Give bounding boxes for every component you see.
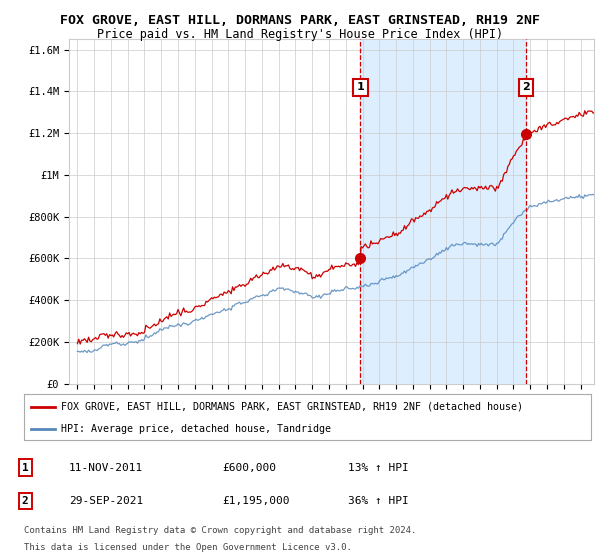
Text: 1: 1 — [356, 82, 364, 92]
Text: 1: 1 — [22, 463, 29, 473]
Text: Price paid vs. HM Land Registry's House Price Index (HPI): Price paid vs. HM Land Registry's House … — [97, 28, 503, 41]
Text: 36% ↑ HPI: 36% ↑ HPI — [348, 496, 409, 506]
Text: £1,195,000: £1,195,000 — [222, 496, 290, 506]
Text: FOX GROVE, EAST HILL, DORMANS PARK, EAST GRINSTEAD, RH19 2NF (detached house): FOX GROVE, EAST HILL, DORMANS PARK, EAST… — [61, 402, 523, 412]
Text: 29-SEP-2021: 29-SEP-2021 — [69, 496, 143, 506]
Bar — [361, 39, 526, 384]
Text: 2: 2 — [22, 496, 29, 506]
Text: Contains HM Land Registry data © Crown copyright and database right 2024.: Contains HM Land Registry data © Crown c… — [24, 526, 416, 535]
Text: 2: 2 — [522, 82, 530, 92]
Text: 13% ↑ HPI: 13% ↑ HPI — [348, 463, 409, 473]
Text: This data is licensed under the Open Government Licence v3.0.: This data is licensed under the Open Gov… — [24, 543, 352, 552]
Text: HPI: Average price, detached house, Tandridge: HPI: Average price, detached house, Tand… — [61, 424, 331, 435]
Text: FOX GROVE, EAST HILL, DORMANS PARK, EAST GRINSTEAD, RH19 2NF: FOX GROVE, EAST HILL, DORMANS PARK, EAST… — [60, 14, 540, 27]
Text: 11-NOV-2011: 11-NOV-2011 — [69, 463, 143, 473]
Text: £600,000: £600,000 — [222, 463, 276, 473]
